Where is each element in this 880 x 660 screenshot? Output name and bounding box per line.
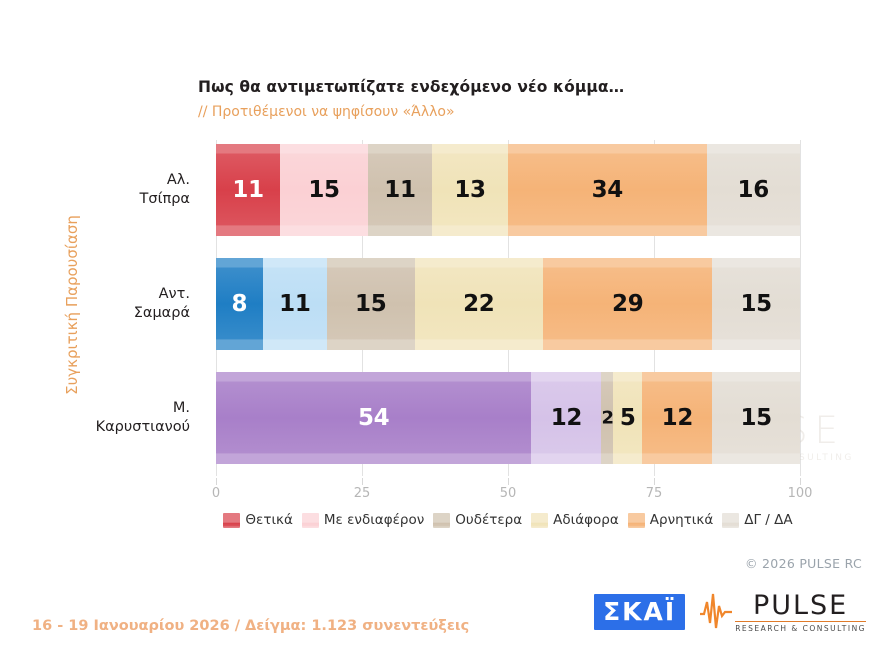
legend-label: Με ενδιαφέρον <box>323 512 425 528</box>
legend-swatch <box>627 512 645 528</box>
bar-segment[interactable]: 12 <box>531 372 602 464</box>
bar-segment-value: 13 <box>454 177 486 203</box>
legend-swatch <box>722 512 740 528</box>
category-label: Αλ. Τσίπρα <box>40 171 190 209</box>
bar-segment[interactable]: 16 <box>706 144 800 236</box>
category-label-line: Τσίπρα <box>139 191 190 207</box>
legend-item[interactable]: ΔΓ / ΔΑ <box>722 512 793 528</box>
legend-item[interactable]: Με ενδιαφέρον <box>301 512 425 528</box>
bar-row: 54 12 2 5 12 15 <box>216 372 800 464</box>
legend-label: Αδιάφορα <box>553 512 619 528</box>
bar-segment-value: 11 <box>232 177 264 203</box>
legend: Θετικά Με ενδιαφέρον Ουδέτερα Αδιάφορα Αρνητ… <box>216 512 800 528</box>
bar-segment[interactable]: 11 <box>216 144 281 236</box>
skai-logo-text: ΣΚΑΪ <box>603 597 677 626</box>
legend-swatch <box>433 512 451 528</box>
pulse-logo-tagline: RESEARCH & CONSULTING <box>735 623 866 633</box>
category-label-line: Σαμαρά <box>133 305 190 321</box>
legend-item[interactable]: Θετικά <box>223 512 293 528</box>
bar-segment[interactable]: 12 <box>642 372 713 464</box>
bar-segment-value: 22 <box>463 291 495 317</box>
bar-segment-value: 2 <box>601 407 614 429</box>
gridline <box>800 140 801 476</box>
bar-segment-value: 15 <box>740 291 772 317</box>
bar-row: 8 11 15 22 29 15 <box>216 258 800 350</box>
bar-segment[interactable]: 11 <box>367 144 433 236</box>
plot-area: PULSE RESEARCH & CONSULTING 111511133416… <box>216 140 851 476</box>
pulse-logo-word: PULSE <box>752 589 849 621</box>
x-axis-tick-label: 50 <box>499 486 517 501</box>
bar-segment[interactable]: 11 <box>262 258 327 350</box>
bar-segment-value: 15 <box>308 177 340 203</box>
bar-row: 11 15 11 13 34 16 <box>216 144 800 236</box>
bar-segment[interactable]: 15 <box>712 372 800 464</box>
x-axis-tick-label: 100 <box>787 486 813 501</box>
waveform-icon <box>700 593 733 629</box>
category-label-line: Αντ. <box>158 286 190 302</box>
legend-label: ΔΓ / ΔΑ <box>744 512 793 528</box>
x-axis-tick <box>508 478 509 485</box>
bar-segment-value: 54 <box>357 405 390 431</box>
skai-logo: ΣΚΑΪ <box>594 594 686 630</box>
category-label-line: Αλ. <box>166 172 190 188</box>
bar-segment[interactable]: 13 <box>432 144 508 236</box>
legend-label: Θετικά <box>245 512 293 528</box>
bar-segment[interactable]: 15 <box>712 258 800 350</box>
bar-segment-value: 12 <box>550 405 583 431</box>
bar-segment-value: 12 <box>661 405 694 431</box>
pulse-logo: PULSE RESEARCH & CONSULTING <box>699 590 866 634</box>
bar-segment-value: 11 <box>384 177 416 203</box>
chart-title: Πως θα αντιμετωπίζατε ενδεχόμενο νέο κόμ… <box>198 78 625 96</box>
category-label: Αντ. Σαμαρά <box>40 285 190 323</box>
bar-segment-value: 34 <box>591 177 624 203</box>
category-label-line: Μ. <box>172 400 190 416</box>
bar-segment[interactable]: 8 <box>216 258 263 350</box>
bar-segment-value: 29 <box>612 291 644 317</box>
bar-segment[interactable]: 15 <box>326 258 415 350</box>
x-axis-tick <box>654 478 655 485</box>
chart-subtitle: // Προτιθέμενοι να ψηφίσουν «Άλλο» <box>198 104 455 120</box>
legend-label: Ουδέτερα <box>455 512 523 528</box>
legend-swatch <box>223 512 241 528</box>
legend-swatch <box>301 512 319 528</box>
bar-segment[interactable]: 34 <box>508 144 707 236</box>
bar-segment-value: 15 <box>740 405 772 431</box>
x-axis: 0 25 50 75 100 <box>212 478 812 508</box>
pulse-logo-rule <box>735 620 866 622</box>
x-axis-tick-label: 0 <box>211 486 221 501</box>
legend-item[interactable]: Ουδέτερα <box>433 512 522 528</box>
bar-segment[interactable]: 5 <box>613 372 643 464</box>
bar-segment[interactable]: 15 <box>280 144 368 236</box>
bar-segment-value: 15 <box>355 291 387 317</box>
bar-segment[interactable]: 22 <box>414 258 544 350</box>
x-axis-tick <box>362 478 363 485</box>
copyright-text: © 2026 PULSE RC <box>744 556 862 571</box>
bar-segment-value: 8 <box>231 291 248 317</box>
x-axis-tick-label: 75 <box>645 486 663 501</box>
x-axis-tick <box>800 478 801 485</box>
legend-label: Αρνητικά <box>649 512 714 528</box>
logo-group: ΣΚΑΪ PULSE RESEARCH & CONSULTING <box>594 590 866 634</box>
bar-segment[interactable]: 54 <box>216 372 532 464</box>
legend-swatch <box>531 512 549 528</box>
pulse-logo-text-block: PULSE RESEARCH & CONSULTING <box>735 592 866 633</box>
bar-segment-value: 11 <box>279 291 311 317</box>
legend-item[interactable]: Αδιάφορα <box>531 512 619 528</box>
x-axis-tick-label: 25 <box>353 486 371 501</box>
x-axis-tick <box>216 478 217 485</box>
category-label-line: Καρυστιανού <box>95 419 190 435</box>
bar-segment[interactable]: 2 <box>601 372 614 464</box>
bar-segment-value: 16 <box>737 177 770 203</box>
legend-item[interactable]: Αρνητικά <box>627 512 714 528</box>
fieldwork-note: 16 - 19 Ιανουαρίου 2026 / Δείγμα: 1.123 … <box>32 618 470 634</box>
bar-segment[interactable]: 29 <box>543 258 713 350</box>
category-label: Μ. Καρυστιανού <box>40 399 190 437</box>
bar-segment-value: 5 <box>619 405 636 431</box>
